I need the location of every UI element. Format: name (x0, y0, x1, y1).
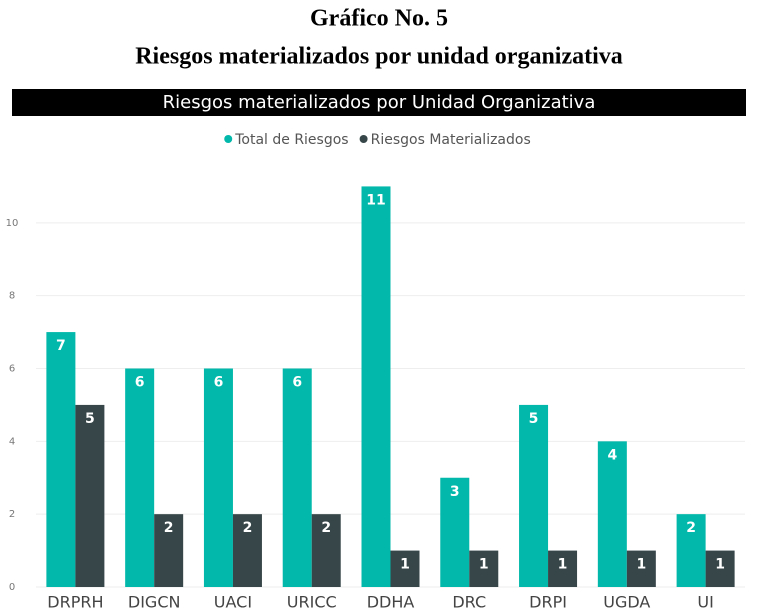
data-label: 2 (686, 520, 696, 536)
data-label: 5 (529, 411, 539, 427)
bar (548, 550, 578, 587)
data-label: 1 (558, 557, 568, 573)
bar (597, 441, 627, 587)
x-tick-label: DRPRH (47, 593, 103, 612)
data-label: 4 (607, 447, 617, 463)
data-label: 1 (479, 557, 489, 573)
chart-title: Riesgos materializados por Unidad Organi… (163, 92, 596, 113)
bar (361, 186, 391, 587)
data-label: 5 (85, 411, 95, 427)
data-label: 6 (292, 375, 302, 391)
bar (469, 550, 499, 587)
bar (203, 368, 233, 587)
heading-line1: Gráfico No. 5 (310, 6, 448, 32)
x-tick-label: UACI (214, 593, 252, 612)
bar (440, 477, 470, 587)
y-tick-label: 2 (9, 509, 15, 520)
bar (46, 332, 76, 587)
bar (390, 550, 420, 587)
x-tick-label: URICC (287, 593, 337, 612)
x-tick-label: UGDA (603, 593, 650, 612)
legend-label: Total de Riesgos (234, 132, 348, 148)
bar (676, 514, 706, 587)
x-tick-label: DIGCN (128, 593, 181, 612)
x-tick-label: DRC (452, 593, 486, 612)
bar (282, 368, 312, 587)
bar (705, 550, 735, 587)
x-tick-label: UI (697, 593, 713, 612)
y-tick-label: 0 (9, 582, 15, 593)
legend-label: Riesgos Materializados (371, 132, 531, 148)
heading-line2: Riesgos materializados por unidad organi… (135, 44, 623, 70)
y-tick-label: 4 (9, 436, 15, 447)
legend-marker (224, 135, 233, 143)
bar (232, 514, 262, 587)
y-tick-label: 10 (6, 218, 19, 229)
bar (75, 404, 105, 587)
y-tick-label: 6 (9, 364, 15, 375)
data-label: 1 (715, 557, 725, 573)
data-label: 6 (214, 375, 224, 391)
x-tick-label: DRPI (529, 593, 567, 612)
data-label: 6 (135, 375, 145, 391)
x-tick-label: DDHA (367, 593, 415, 612)
bar (154, 514, 184, 587)
data-label: 1 (400, 557, 410, 573)
legend-marker (359, 135, 368, 143)
bar (519, 404, 549, 587)
data-label: 3 (450, 484, 460, 500)
data-label: 11 (366, 192, 385, 208)
data-label: 1 (636, 557, 646, 573)
data-label: 2 (243, 520, 253, 536)
data-label: 2 (164, 520, 174, 536)
bar (311, 514, 341, 587)
bar (125, 368, 155, 587)
bar (626, 550, 656, 587)
title-bar (12, 89, 746, 116)
data-label: 2 (321, 520, 331, 536)
data-label: 7 (56, 338, 66, 354)
y-tick-label: 8 (9, 291, 15, 302)
